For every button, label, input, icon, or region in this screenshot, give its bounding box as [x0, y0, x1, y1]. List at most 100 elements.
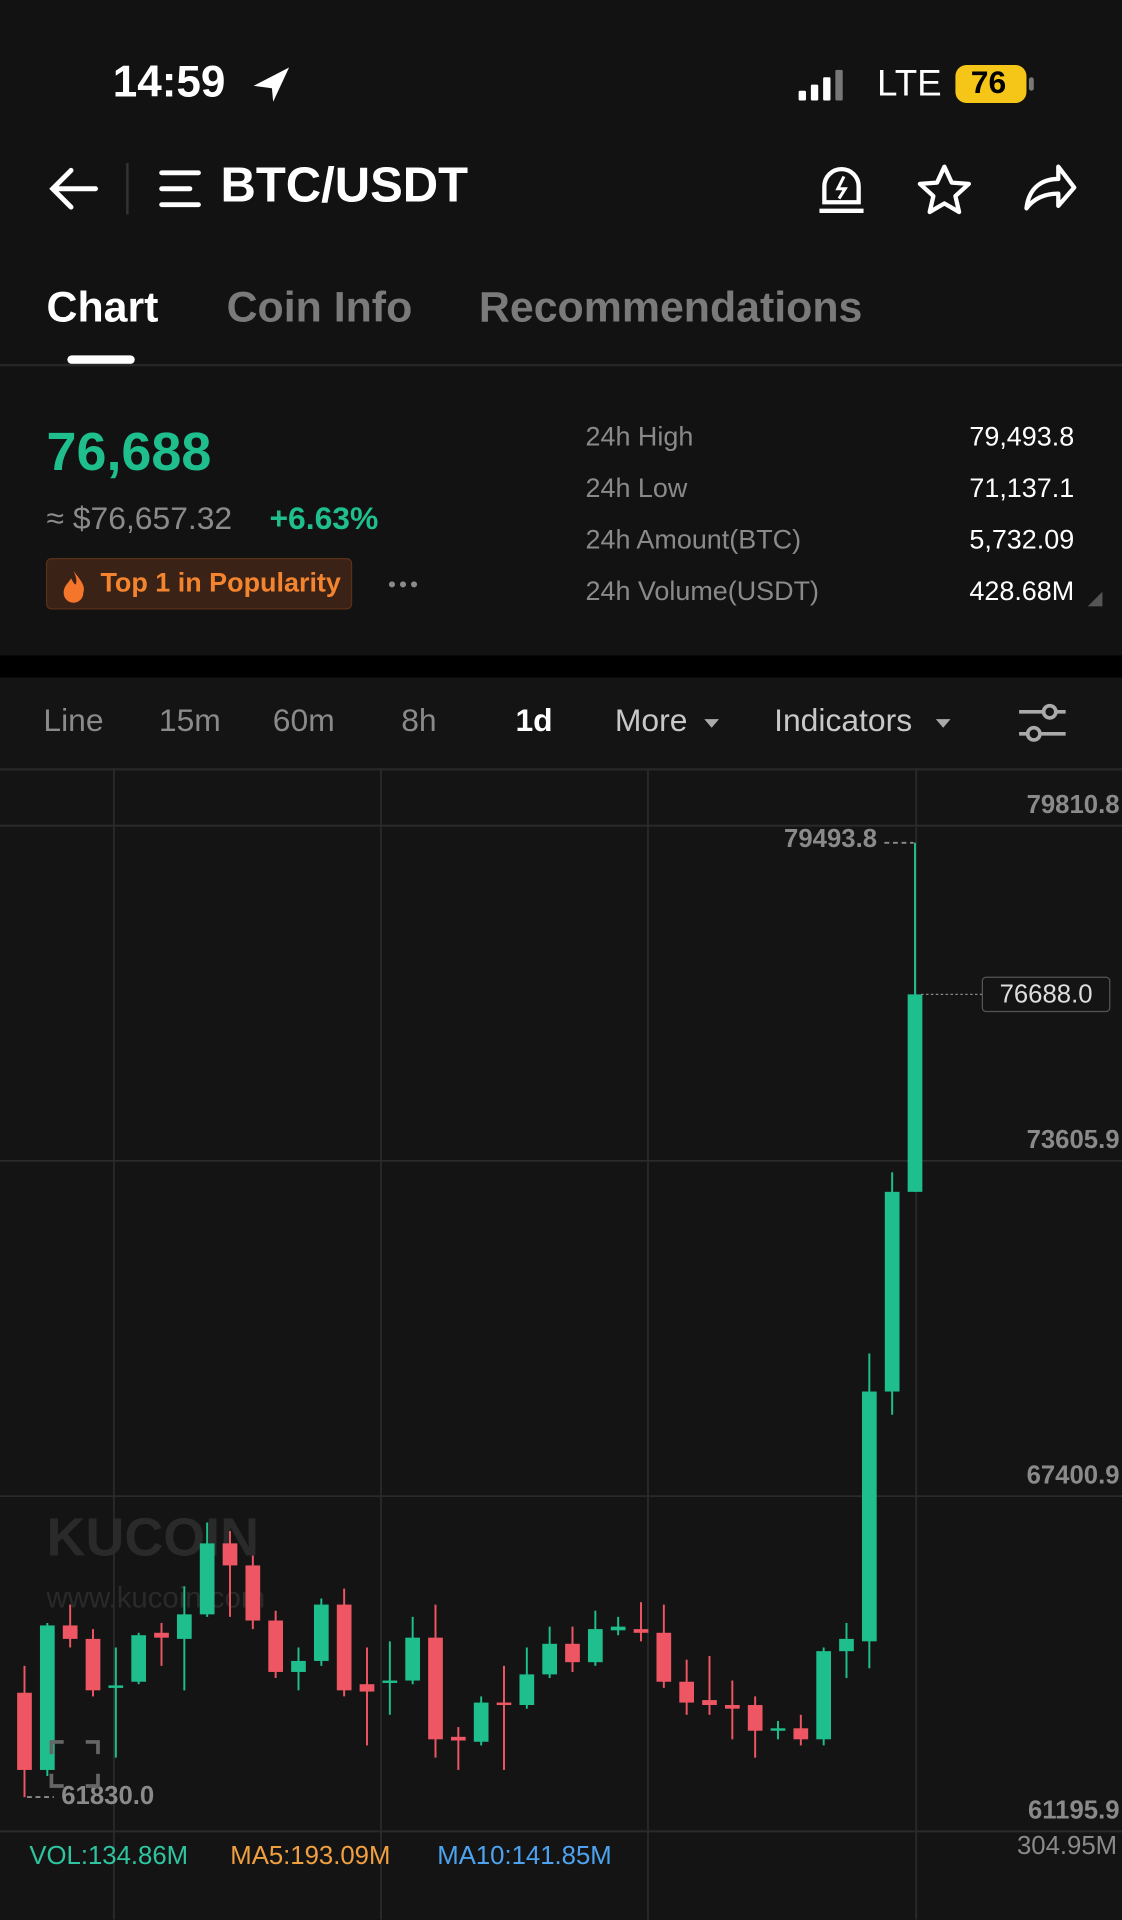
- separator: [0, 655, 1122, 678]
- expand-button[interactable]: [49, 1740, 100, 1788]
- favorite-button[interactable]: [917, 164, 972, 215]
- last-price: 76,688: [47, 422, 212, 482]
- battery-level: 76: [971, 64, 1006, 100]
- badge-label: Top 1 in Popularity: [100, 567, 340, 597]
- y-tick-label: 61195.9: [1028, 1797, 1120, 1825]
- y-tick-label: 73605.9: [1027, 1126, 1120, 1154]
- stat-value: 5,732.09: [969, 525, 1074, 555]
- interval-button[interactable]: 15m: [159, 702, 221, 738]
- interval-button[interactable]: Indicators: [774, 702, 912, 738]
- stat-label: 24h Low: [585, 473, 687, 503]
- signal-icon: [798, 69, 843, 101]
- stat-value: 428.68M: [969, 576, 1074, 606]
- candle-body: [245, 1565, 261, 1621]
- stat-label: 24h High: [585, 422, 693, 452]
- dropdown-arrow: [935, 719, 951, 728]
- candle-body: [473, 1702, 489, 1742]
- candle-body: [656, 1632, 672, 1682]
- ma5-label: MA5:193.09M: [230, 1842, 390, 1870]
- candle-body: [793, 1728, 809, 1740]
- tab[interactable]: Chart: [47, 283, 159, 331]
- candle-body: [770, 1728, 786, 1731]
- candle-body: [907, 994, 923, 1192]
- pair-title[interactable]: BTC/USDT: [220, 159, 468, 213]
- candle-body: [542, 1643, 558, 1675]
- candle-body: [131, 1635, 147, 1682]
- candle-body: [268, 1620, 284, 1672]
- candle-body: [382, 1680, 398, 1683]
- candle-body: [496, 1702, 512, 1706]
- stats: 24h High 79,493.8 24h Low 71,137.1 24h Amoun…: [585, 422, 1074, 606]
- stat-value: 79,493.8: [969, 422, 1074, 452]
- status-time: 14:59: [113, 57, 226, 106]
- more-dots[interactable]: [388, 581, 418, 588]
- candle-body: [587, 1629, 603, 1663]
- candle-body: [62, 1625, 78, 1639]
- candle-body: [565, 1643, 580, 1663]
- candle-body: [519, 1674, 535, 1706]
- y-tick-label: 79810.8: [1027, 791, 1120, 819]
- candle-body: [176, 1614, 192, 1639]
- stat-label: 24h Volume(USDT): [585, 576, 819, 606]
- battery-tip: [1028, 77, 1034, 91]
- candle-body: [199, 1543, 215, 1615]
- watermark-url: www.kucoin.com: [46, 1582, 266, 1615]
- share-button[interactable]: [1024, 164, 1077, 211]
- interval-button[interactable]: 8h: [401, 702, 436, 738]
- battery-icon: [955, 65, 1027, 104]
- ma10-label: MA10:141.85M: [437, 1842, 611, 1870]
- candle-body: [679, 1681, 695, 1703]
- last-price-box: [981, 976, 1111, 1013]
- y-tick-label: 67400.9: [1027, 1461, 1120, 1489]
- candle-body: [702, 1700, 717, 1706]
- dropdown-arrow: [704, 719, 720, 728]
- candle-body: [17, 1692, 32, 1770]
- candle-body: [724, 1705, 740, 1709]
- chart-background: [0, 677, 1122, 1920]
- tab[interactable]: Recommendations: [479, 283, 862, 331]
- tab-indicator: [67, 355, 135, 364]
- candle-body: [428, 1637, 443, 1740]
- network-label: LTE: [877, 63, 942, 104]
- candle-body: [85, 1638, 101, 1691]
- stat-value: 71,137.1: [969, 473, 1074, 503]
- candle-body: [108, 1685, 124, 1688]
- interval-button[interactable]: 1d: [515, 702, 552, 738]
- candle-body: [222, 1543, 238, 1566]
- low-marker-label: 61830.0: [61, 1782, 154, 1810]
- candle-body: [816, 1651, 832, 1740]
- fire-icon: [63, 570, 84, 603]
- high-marker-label: 79493.8: [784, 825, 877, 853]
- menu-icon[interactable]: [159, 170, 201, 208]
- candle-body: [291, 1660, 306, 1672]
- candle-body: [154, 1632, 169, 1638]
- candles: 79493.8 61830.0 76688.0: [17, 825, 1111, 1810]
- interval-button[interactable]: More: [615, 702, 688, 738]
- corner-marker: [1087, 591, 1103, 607]
- vertical-grid: [112, 769, 918, 1920]
- top-background: [0, 0, 1122, 656]
- settings-button[interactable]: [1019, 703, 1066, 742]
- fiat-price: ≈ $76,657.32: [47, 500, 233, 536]
- candle-body: [359, 1684, 375, 1692]
- candle-body: [313, 1604, 329, 1661]
- candle-body: [747, 1705, 763, 1731]
- candle-body: [884, 1191, 900, 1392]
- popularity-badge[interactable]: [45, 558, 353, 610]
- interval-button[interactable]: Line: [43, 702, 103, 738]
- location-icon: [253, 67, 290, 102]
- change-percent: +6.63%: [269, 500, 378, 536]
- candle-body: [450, 1736, 466, 1741]
- stat-label: 24h Amount(BTC): [585, 525, 801, 555]
- candle-body: [405, 1637, 421, 1681]
- last-price-label: 76688.0: [1000, 980, 1093, 1008]
- tab[interactable]: Coin Info: [227, 283, 413, 331]
- back-button[interactable]: [49, 167, 98, 210]
- alert-button[interactable]: [819, 167, 864, 213]
- candle-body: [839, 1638, 854, 1652]
- toolbar: Line 15m 60m 8h 1d More Indicators: [43, 702, 912, 738]
- interval-button[interactable]: 60m: [273, 702, 335, 738]
- candle-body: [861, 1391, 877, 1642]
